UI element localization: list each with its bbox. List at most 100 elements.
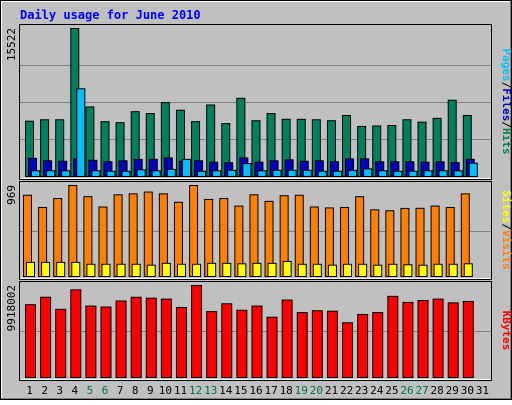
bar-pages-day-25 (393, 170, 403, 177)
bar-kbytes-day-12 (191, 285, 203, 378)
x-tick-label-18: 18 (280, 384, 293, 397)
legend-part: / (500, 121, 512, 128)
bar-sites-day-29 (448, 263, 458, 277)
bar-kbytes-day-7 (115, 300, 127, 379)
bar-pages-day-22 (348, 169, 358, 177)
x-tick-label-30: 30 (461, 384, 474, 397)
bar-pages-day-16 (257, 170, 267, 177)
bar-pages-day-3 (61, 170, 71, 177)
bar-kbytes-day-10 (160, 298, 172, 378)
x-tick-label-17: 17 (264, 384, 277, 397)
x-tick-label-25: 25 (385, 384, 398, 397)
bar-sites-day-23 (358, 263, 368, 277)
bar-pages-day-11 (181, 158, 191, 178)
bar-kbytes-day-21 (326, 310, 338, 378)
bar-kbytes-day-17 (266, 316, 278, 378)
x-tick-label-8: 8 (132, 384, 139, 397)
bar-sites-day-5 (86, 263, 96, 277)
x-tick-label-20: 20 (310, 384, 323, 397)
bar-pages-day-26 (408, 170, 418, 177)
bar-sites-day-30 (463, 263, 473, 278)
legend-part: Pages (500, 49, 512, 82)
bar-kbytes-day-26 (402, 301, 414, 378)
bar-sites-day-18 (282, 260, 292, 278)
x-tick-label-11: 11 (174, 384, 187, 397)
bar-kbytes-day-6 (100, 306, 112, 378)
bar-sites-day-12 (192, 263, 202, 277)
bar-sites-day-20 (312, 263, 322, 277)
bar-kbytes-day-3 (55, 308, 67, 379)
x-tick-label-26: 26 (400, 384, 413, 397)
bar-pages-day-27 (423, 170, 433, 177)
bar-pages-day-21 (332, 170, 342, 177)
bar-pages-day-28 (438, 170, 448, 177)
x-tick-label-23: 23 (355, 384, 368, 397)
y-max-label: 969 (5, 185, 18, 205)
x-tick-label-16: 16 (249, 384, 262, 397)
legend-part: Files (500, 88, 512, 121)
x-tick-label-7: 7 (117, 384, 124, 397)
bar-sites-day-28 (433, 263, 443, 277)
bar-sites-day-11 (176, 263, 186, 277)
x-tick-label-24: 24 (370, 384, 384, 397)
bar-pages-day-13 (212, 170, 222, 177)
y-right-legend-label: Sites/Visits (500, 190, 512, 270)
bar-sites-day-22 (343, 263, 353, 277)
bar-sites-day-1 (26, 261, 35, 277)
bar-kbytes-day-15 (236, 309, 248, 379)
bar-kbytes-day-30 (462, 300, 474, 378)
bar-kbytes-day-23 (357, 313, 369, 379)
bar-pages-day-7 (121, 170, 131, 177)
bar-pages-day-30 (468, 162, 478, 177)
y-right-legend-label: Pages/Files/Hits (500, 49, 512, 155)
bar-kbytes-day-29 (447, 302, 459, 378)
x-tick-label-5: 5 (87, 384, 94, 397)
panel-kbytes: 9918002 KBytes (5, 281, 512, 381)
x-tick-label-10: 10 (159, 384, 172, 397)
bar-sites-day-2 (41, 261, 51, 277)
bar-kbytes-day-13 (206, 311, 218, 378)
legend-part: Visits (500, 230, 512, 270)
bar-pages-day-17 (272, 169, 282, 177)
y-right-legend-label: KBytes (500, 311, 512, 351)
bar-pages-day-5 (91, 170, 101, 177)
bar-sites-day-16 (252, 262, 262, 277)
bar-sites-day-26 (403, 264, 413, 278)
bar-sites-day-21 (327, 264, 337, 278)
bar-sites-day-27 (418, 264, 428, 278)
legend-part: KBytes (500, 311, 512, 351)
bar-kbytes-day-4 (70, 289, 82, 378)
x-tick-label-15: 15 (234, 384, 247, 397)
bar-pages-day-23 (363, 168, 373, 177)
x-tick-label-29: 29 (446, 384, 459, 397)
x-tick-label-19: 19 (295, 384, 308, 397)
bar-sites-day-25 (388, 263, 398, 277)
bar-pages-day-10 (166, 168, 176, 178)
x-tick-label-27: 27 (415, 384, 428, 397)
bar-sites-day-15 (237, 263, 247, 278)
bar-visits-day-9 (143, 191, 153, 278)
x-tick-labels: 1 2 3 4 5 6 7 8 9 10 11 12 13 14 15 16 17 18 19 20 21 22 23 24 2… (26, 384, 489, 397)
bar-kbytes-day-5 (85, 305, 97, 378)
bar-pages-day-4 (76, 88, 86, 177)
bar-sites-day-14 (222, 262, 232, 277)
y-max-label: 9918002 (5, 285, 18, 331)
bar-kbytes-day-11 (175, 306, 187, 378)
x-tick-label-1: 1 (26, 384, 33, 397)
bar-kbytes-day-2 (40, 296, 52, 378)
bar-kbytes-day-8 (130, 296, 142, 378)
bar-sites-day-17 (267, 262, 277, 277)
bar-sites-day-4 (71, 261, 81, 277)
bar-sites-day-6 (101, 263, 111, 277)
bar-pages-day-15 (242, 163, 252, 177)
bar-pages-day-9 (151, 170, 161, 177)
bar-sites-day-19 (297, 263, 307, 277)
panel-visits_sites: 969 Sites/Visits (5, 181, 512, 280)
bar-kbytes-day-25 (387, 295, 399, 379)
bar-pages-day-14 (227, 169, 237, 177)
legend-part: Sites (500, 190, 512, 223)
x-tick-label-9: 9 (147, 384, 154, 397)
